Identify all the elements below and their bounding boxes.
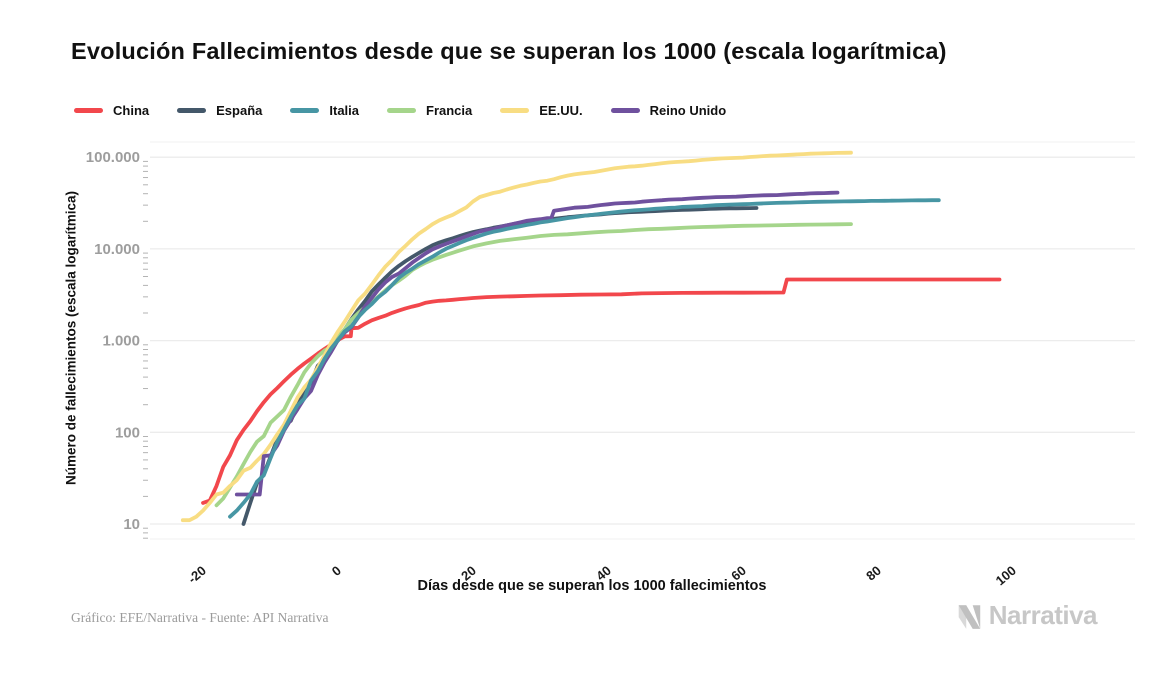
series-line-francia: [214, 222, 853, 508]
legend-label: China: [113, 103, 150, 118]
footer-credit: Gráfico: EFE/Narrativa - Fuente: API Nar…: [71, 610, 329, 625]
legend-label: EE.UU.: [539, 103, 583, 118]
narrativa-logo-text: Narrativa: [988, 600, 1098, 630]
legend-label: España: [216, 103, 263, 118]
legend-swatch-china: [74, 108, 103, 113]
legend-item-espa-a[interactable]: España: [177, 103, 262, 118]
legend: China España Italia Francia EE.UU. Reino Unid…: [74, 103, 726, 118]
x-tick-label: -20: [185, 563, 209, 587]
legend-swatch-ee-uu: [500, 108, 530, 113]
legend-swatch-francia: [387, 108, 416, 113]
legend-swatch-reino-unido: [610, 108, 640, 113]
narrativa-n-icon: [958, 604, 980, 629]
legend-item-ee-uu[interactable]: EE.UU.: [500, 103, 583, 118]
legend-item-reino-unido[interactable]: Reino Unido: [610, 103, 727, 118]
y-tick-label: 100.000: [86, 149, 140, 166]
legend-item-italia[interactable]: Italia: [290, 103, 359, 118]
y-axis-title: Número de fallecimientos (escala logarít…: [63, 190, 79, 486]
y-tick-label: 10: [123, 516, 140, 533]
x-tick-label: 0: [329, 563, 344, 579]
y-tick-label: 1.000: [102, 333, 140, 350]
series-line-china: [201, 277, 1002, 505]
legend-item-china[interactable]: China: [74, 103, 149, 118]
legend-swatch-espa-a: [177, 108, 207, 113]
legend-label: Italia: [329, 103, 359, 118]
legend-label: Francia: [426, 103, 473, 118]
x-tick-label: 80: [863, 563, 884, 584]
legend-swatch-italia: [290, 108, 320, 113]
x-axis-title: Días desde que se superan los 1000 falle…: [417, 578, 767, 594]
y-tick-label: 100: [115, 424, 140, 441]
x-tick-label: 100: [993, 563, 1019, 588]
legend-label: Reino Unido: [649, 103, 727, 118]
page-title: Evolución Fallecimientos desde que se su…: [71, 38, 947, 64]
narrativa-logo: Narrativa: [955, 600, 1098, 631]
y-tick-label: 10.000: [94, 241, 140, 258]
series-line-ee-uu: [180, 150, 853, 523]
series-line-italia: [228, 198, 941, 519]
legend-item-francia[interactable]: Francia: [387, 103, 472, 118]
